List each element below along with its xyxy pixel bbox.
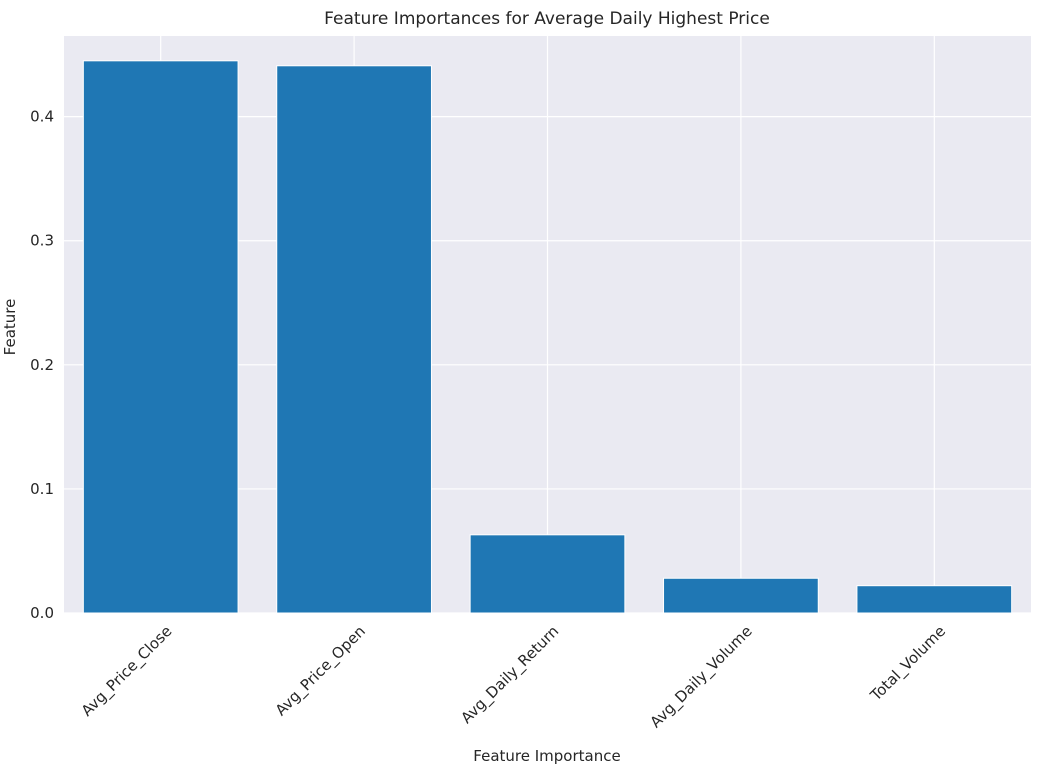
x-tick-label: Avg_Price_Close	[78, 622, 176, 720]
y-tick-label: 0.2	[30, 356, 54, 374]
y-tick-label: 0.3	[30, 232, 54, 250]
y-tick-label: 0.4	[30, 108, 54, 126]
y-tick-label: 0.1	[30, 480, 54, 498]
bar	[469, 534, 626, 614]
bar	[82, 60, 239, 614]
x-tick-label: Total_Volume	[866, 622, 950, 706]
x-axis-label: Feature Importance	[473, 747, 620, 765]
bar	[276, 65, 432, 614]
x-tick-labels: Avg_Price_Close Avg_Price_Open Avg_Daily_R…	[78, 622, 950, 732]
x-tick-label: Avg_Daily_Volume	[646, 622, 756, 732]
bar	[856, 585, 1013, 614]
chart-title: Feature Importances for Average Daily Hi…	[324, 9, 770, 29]
bars	[82, 60, 1013, 614]
x-tick-label: Avg_Daily_Return	[457, 622, 563, 728]
y-tick-labels: 0.0 0.1 0.2 0.3 0.4	[30, 108, 54, 622]
x-tick-label: Avg_Price_Open	[272, 622, 370, 720]
y-axis-label: Feature	[1, 299, 19, 356]
bar	[663, 577, 819, 614]
y-tick-label: 0.0	[30, 604, 54, 622]
